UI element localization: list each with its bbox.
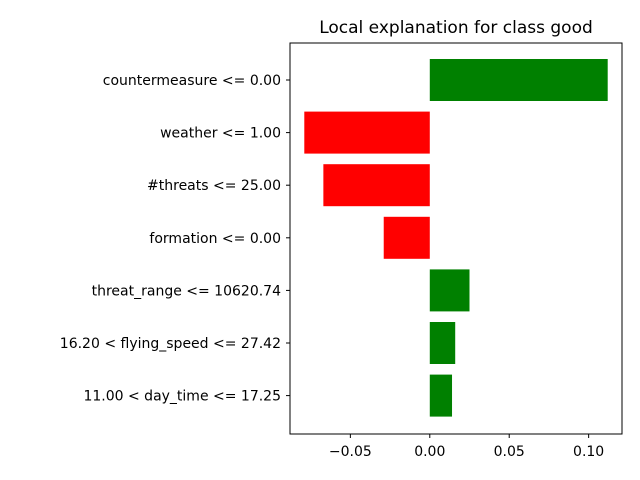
x-tick-label: 0.10	[573, 444, 604, 460]
x-tick-label: 0.05	[494, 444, 525, 460]
category-label: 16.20 < flying_speed <= 27.42	[60, 336, 281, 352]
x-axis-ticks: −0.05 0.00 0.05 0.10	[329, 434, 604, 460]
bar-1	[304, 111, 430, 154]
category-label: threat_range <= 10620.74	[92, 283, 281, 299]
bar-6	[429, 374, 453, 417]
category-label: 11.00 < day_time <= 17.25	[83, 389, 281, 405]
category-label: #threats <= 25.00	[147, 178, 281, 194]
bar-4	[429, 269, 470, 312]
bar-5	[429, 322, 456, 364]
category-labels: countermeasure <= 0.00 weather <= 1.00 #th…	[60, 73, 290, 405]
category-label: countermeasure <= 0.00	[103, 73, 281, 89]
bar-3	[383, 216, 430, 259]
x-tick-label: 0.00	[414, 444, 445, 460]
bars	[304, 59, 608, 417]
bar-0	[429, 59, 608, 101]
category-label: weather <= 1.00	[160, 126, 281, 142]
chart-title: Local explanation for class good	[319, 18, 593, 38]
bar-2	[323, 164, 430, 207]
category-label: formation <= 0.00	[149, 231, 281, 247]
plot-area-frame	[289, 42, 623, 435]
x-tick-label: −0.05	[329, 444, 372, 460]
